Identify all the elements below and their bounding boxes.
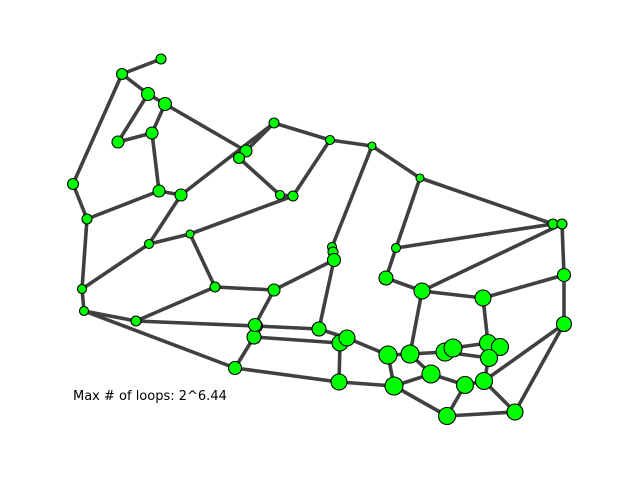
graph-nodes (66, 53, 573, 426)
graph-edge (394, 176, 422, 250)
graph-node (555, 315, 573, 333)
graph-node (390, 242, 402, 254)
graph-edge (188, 232, 217, 289)
graph-edge (134, 319, 258, 328)
graph-node (143, 238, 155, 250)
graph-edge (213, 285, 276, 292)
graph-edge (513, 322, 566, 414)
graph-edge (482, 322, 566, 383)
graph-edge (418, 176, 555, 226)
graph-edge (120, 57, 163, 76)
graph-edge (163, 102, 248, 153)
graph-node (415, 173, 425, 183)
graph-edge (116, 92, 150, 144)
graph-node (556, 218, 568, 230)
graph-node (155, 53, 167, 65)
graph-node (174, 188, 188, 202)
graph-node (479, 348, 499, 368)
graph-node (455, 375, 475, 395)
graph-node (76, 283, 88, 295)
graph-edge (420, 289, 485, 300)
graph-edge (272, 121, 332, 142)
graph-node (274, 189, 286, 201)
graph-node (421, 364, 441, 384)
graph-edge (330, 144, 374, 249)
max-loops-caption: Max # of loops: 2^6.44 (73, 389, 227, 404)
graph-node (437, 406, 457, 426)
graph-edge (147, 232, 192, 246)
graph-node (490, 337, 510, 357)
graph-node (111, 135, 125, 149)
graph-edge (71, 72, 124, 186)
graph-edge (150, 131, 161, 193)
graph-node (268, 117, 280, 129)
graph-node (152, 184, 166, 198)
graph-edge (85, 189, 161, 221)
graph-node (378, 270, 394, 286)
graph-edge (188, 194, 295, 236)
graph-edge (272, 258, 336, 292)
graph-edge (147, 193, 183, 246)
graph-edge (254, 324, 321, 331)
graph-edge (82, 309, 237, 370)
graph-edge (317, 258, 336, 331)
graph-node (246, 329, 262, 345)
graph-node (232, 151, 246, 165)
graph-edge (252, 335, 342, 345)
graph-node (81, 213, 93, 225)
graph-edges (71, 57, 566, 418)
graph-node (157, 96, 173, 112)
graph-edge (134, 285, 217, 323)
graph-node (378, 345, 398, 365)
graph-node (247, 317, 263, 333)
graph-node (185, 229, 195, 239)
graph-edge (328, 138, 374, 148)
graph-node (384, 376, 404, 396)
graph-node (145, 126, 159, 140)
graph-edge (420, 222, 564, 293)
graph-node (556, 267, 572, 283)
graph-edge (233, 366, 341, 384)
graph-edge (392, 384, 449, 418)
graph-node (474, 289, 492, 307)
graph-node (66, 177, 80, 191)
graph-edge (244, 121, 276, 153)
graph-node (330, 373, 348, 391)
graph-edge (394, 222, 555, 250)
graph-edge (237, 156, 282, 197)
graph-node (338, 329, 356, 347)
graph-node (267, 283, 281, 297)
graph-edge (80, 242, 151, 291)
graph-edge (560, 222, 566, 277)
graph-node (413, 282, 431, 300)
graph-node (367, 141, 377, 151)
graph-edge (179, 121, 276, 197)
graph-node (324, 134, 336, 146)
graph-node (400, 344, 420, 364)
graph-edge (445, 410, 517, 418)
graph-node (443, 338, 463, 358)
graph-node (311, 321, 327, 337)
graph-edge (408, 289, 424, 356)
graph-node (115, 67, 129, 81)
graph-edge (291, 138, 332, 198)
graph-node (474, 371, 494, 391)
graph-node (287, 190, 299, 202)
graph-edge (481, 273, 566, 300)
graph-node (227, 360, 243, 376)
graph-node (506, 403, 524, 421)
graph-node (209, 281, 221, 293)
graph-node (130, 315, 142, 327)
graph-node (78, 305, 90, 317)
graph-node (326, 252, 342, 268)
graph-edge (370, 144, 422, 180)
graph-edge (80, 217, 89, 291)
graph-edge (71, 182, 89, 221)
graph-node (140, 86, 156, 102)
